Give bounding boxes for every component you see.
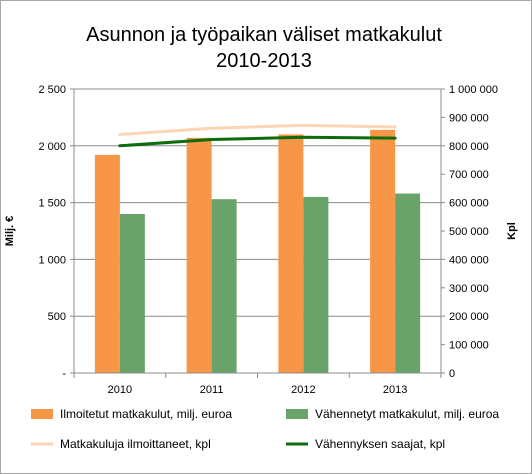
series-lines — [118, 123, 397, 148]
legend-swatch — [31, 409, 53, 419]
left-tick-label: 500 — [48, 311, 66, 323]
left-tick-label: 2 000 — [38, 141, 66, 153]
right-tick-label: 200 000 — [449, 311, 489, 323]
bar-vahennetyt-2010 — [119, 213, 145, 373]
bar-vahennetyt-2011 — [211, 199, 237, 373]
left-tick-label: 1 000 — [38, 254, 66, 266]
x-tick-label: 2011 — [200, 384, 224, 396]
left-tick-label: 1 500 — [38, 198, 66, 210]
bar-ilmoitetut-2010 — [94, 154, 120, 373]
right-axis-label: Kpl — [506, 222, 518, 240]
legend-swatch — [286, 409, 308, 419]
chart-title: Asunnon ja työpaikan väliset matkakulut 2… — [86, 24, 442, 72]
bars — [94, 129, 421, 373]
legend-label: Matkakuluja ilmoittaneet, kpl — [60, 437, 211, 451]
right-tick-label: 800 000 — [449, 141, 489, 153]
bar-vahennetyt-2013 — [395, 193, 421, 373]
bar-ilmoitetut-2013 — [370, 129, 396, 373]
legend-item-vahennetyt: Vähennetyt matkakulut, milj. euroa — [286, 407, 499, 421]
right-tick-label: 500 000 — [449, 226, 489, 238]
left-axis-ticks: - 500 1 000 1 500 2 000 2 500 — [38, 84, 74, 380]
left-tick-label: - — [62, 368, 66, 380]
right-tick-label: 400 000 — [449, 254, 489, 266]
right-axis-ticks: 0 100 000 200 000 300 000 400 000 500 000 600 … — [441, 84, 498, 380]
legend-label: Ilmoitetut matkakulut, milj. euroa — [60, 407, 232, 421]
x-tick-label: 2013 — [383, 384, 407, 396]
chart-title-line: 2010-2013 — [216, 50, 312, 72]
legend-item-ilmoittaneet: Matkakuluja ilmoittaneet, kpl — [31, 437, 211, 451]
series-line-vahennyksen-saajat — [118, 135, 397, 148]
right-tick-label: 600 000 — [449, 198, 489, 210]
bar-vahennetyt-2012 — [303, 196, 329, 373]
legend-label: Vähennyksen saajat, kpl — [315, 437, 445, 451]
bar-ilmoitetut-2011 — [186, 137, 212, 373]
x-axis-ticks: 2010 2011 2012 2013 — [73, 373, 442, 396]
right-tick-label: 900 000 — [449, 112, 489, 124]
right-tick-label: 100 000 — [449, 340, 489, 352]
x-tick-label: 2010 — [108, 384, 132, 396]
right-tick-label: 300 000 — [449, 283, 489, 295]
right-tick-label: 700 000 — [449, 169, 489, 181]
left-tick-label: 2 500 — [38, 84, 66, 96]
right-tick-label: 0 — [449, 368, 455, 380]
x-tick-label: 2012 — [291, 384, 315, 396]
left-axis-label: Milj. € — [4, 216, 16, 247]
series-line-ilmoittaneet — [118, 123, 397, 136]
legend-item-vahennyksen-saajat: Vähennyksen saajat, kpl — [286, 437, 445, 451]
bar-ilmoitetut-2012 — [278, 134, 304, 373]
legend: Ilmoitetut matkakulut, milj. euroa Vähenn… — [31, 407, 499, 451]
chart-title-line: Asunnon ja työpaikan väliset matkakulut — [86, 24, 442, 46]
right-tick-label: 1 000 000 — [449, 84, 498, 96]
legend-item-ilmoitetut: Ilmoitetut matkakulut, milj. euroa — [31, 407, 232, 421]
legend-label: Vähennetyt matkakulut, milj. euroa — [315, 407, 499, 421]
